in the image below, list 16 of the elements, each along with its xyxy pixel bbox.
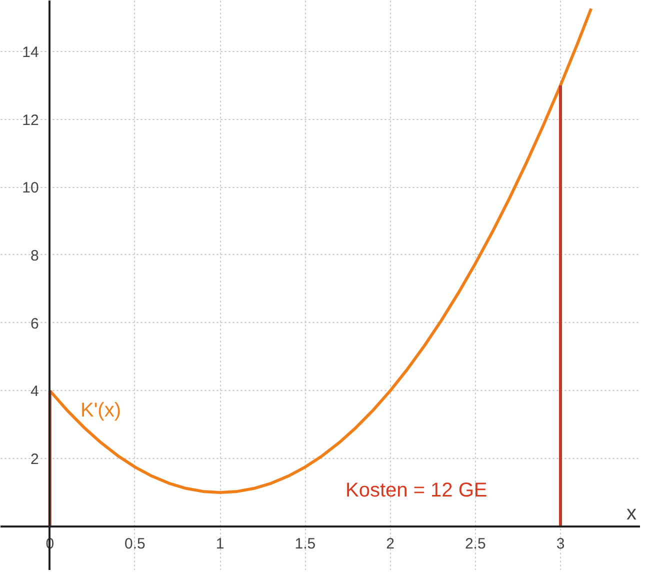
x-tick-label: 3 bbox=[556, 535, 565, 552]
y-tick-label: 10 bbox=[22, 180, 39, 197]
y-tick-label: 14 bbox=[22, 44, 39, 61]
x-tick-label: 2.5 bbox=[464, 535, 486, 552]
x-tick-label: 1 bbox=[216, 535, 224, 552]
y-tick-label: 2 bbox=[30, 451, 39, 468]
y-tick-label: 6 bbox=[30, 315, 39, 332]
annotation: Kosten = 12 GE bbox=[346, 480, 488, 502]
y-tick-label: 4 bbox=[30, 383, 39, 400]
x-tick-label: 1.5 bbox=[294, 535, 316, 552]
y-tick-label: 8 bbox=[30, 247, 39, 264]
x-axis-title: x bbox=[626, 502, 636, 524]
x-tick-label: 0.5 bbox=[124, 535, 146, 552]
x-tick-label: 2 bbox=[386, 535, 394, 552]
annotation: K'(x) bbox=[80, 400, 121, 422]
y-tick-label: 12 bbox=[22, 112, 39, 129]
